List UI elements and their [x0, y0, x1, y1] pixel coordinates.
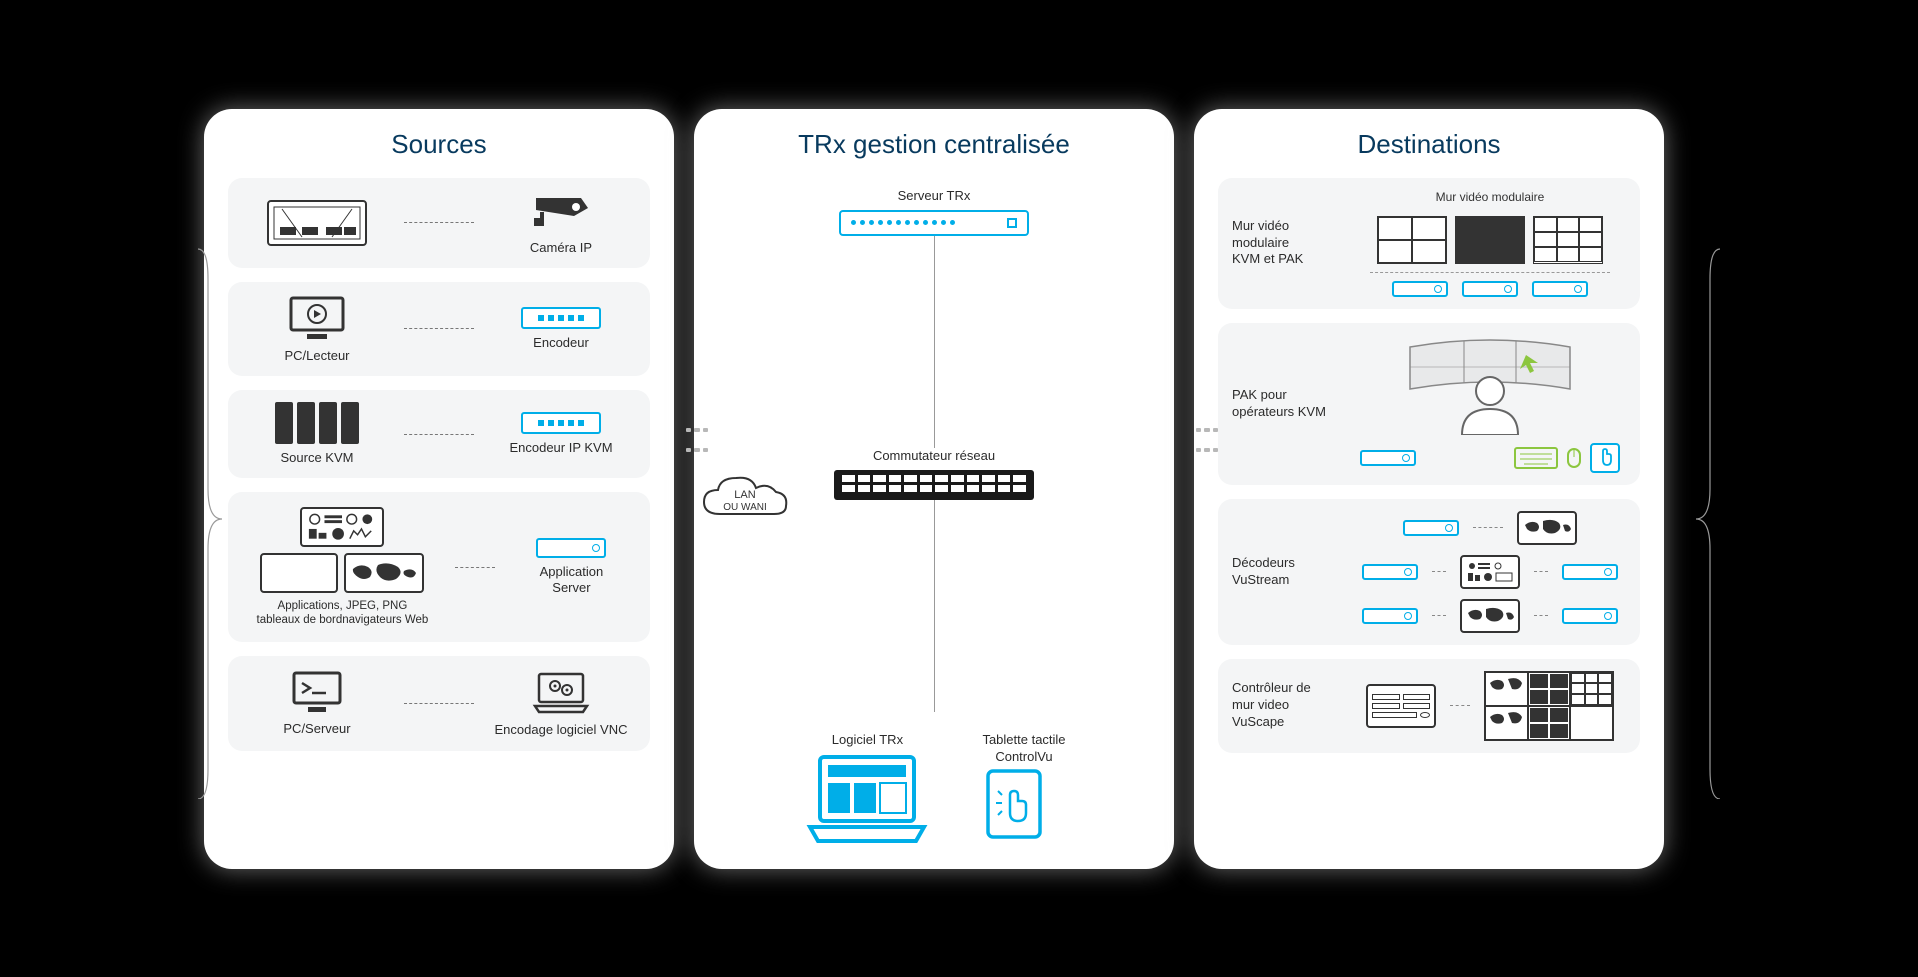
vnc-laptop-icon [529, 668, 593, 716]
camera-label: Caméra IP [530, 240, 592, 256]
dest-title: Destinations [1218, 129, 1640, 160]
pc-player-icon [285, 294, 349, 342]
videowall-large-icon [1484, 671, 1614, 741]
dashboard-mini-icon [1460, 555, 1520, 589]
connector-dashes [686, 449, 708, 451]
pak-label: PAK pour opérateurs KVM [1232, 387, 1342, 421]
app-server-label: Application Server [540, 564, 604, 597]
app-icons-grid [260, 553, 338, 593]
connector-dashes [1196, 429, 1218, 431]
kvm-servers-icon [275, 402, 359, 444]
decoder-unit-icon [1362, 608, 1418, 624]
dash-connector [404, 703, 474, 704]
dashboard-icon [300, 507, 384, 547]
app-server-icon [536, 538, 606, 558]
videowall-label: Mur vidéo modulaire KVM et PAK [1232, 218, 1342, 269]
trx-architecture-diagram: Sources Caméra IP [204, 109, 1714, 869]
source-row-camera: Caméra IP [228, 178, 650, 268]
dash-connector [455, 567, 495, 568]
decoder-unit-icon [1360, 450, 1416, 466]
sources-title: Sources [228, 129, 650, 160]
wall-grid-icon [1455, 216, 1525, 264]
encoder-icon [521, 307, 601, 329]
decoder-unit-icon [1562, 608, 1618, 624]
decoder-unit-icon [1392, 281, 1448, 297]
decoder-unit-icon [1562, 564, 1618, 580]
pc-server-label: PC/Serveur [283, 721, 350, 737]
touch-icon [1590, 443, 1620, 473]
ip-camera-icon [526, 190, 596, 234]
pc-label: PC/Lecteur [284, 348, 349, 364]
tablet-touch-icon [982, 765, 1046, 843]
vuscape-label: Contrôleur de mur video VuScape [1232, 680, 1342, 731]
kvm-label: Source KVM [281, 450, 354, 466]
apps-label: Applications, JPEG, PNG tableaux de bord… [257, 599, 429, 628]
mouse-icon [1566, 447, 1582, 469]
dest-row-videowall: Mur vidéo modulaire KVM et PAK Mur vidéo… [1218, 178, 1640, 309]
vertical-connector [934, 500, 935, 712]
dest-row-pak: PAK pour opérateurs KVM [1218, 323, 1640, 485]
decoder-unit-icon [1462, 281, 1518, 297]
source-row-vnc: PC/Serveur Encodage logiciel VNC [228, 656, 650, 750]
server-label: Serveur TRx [839, 188, 1029, 204]
software-label: Logiciel TRx [802, 732, 932, 748]
destinations-panel: Destinations Mur vidéo modulaire KVM et … [1194, 109, 1664, 869]
world-map-icon [344, 553, 424, 593]
wall-grid-icon [1377, 216, 1447, 264]
source-row-kvm: Source KVM Encodeur IP KVM [228, 390, 650, 478]
vertical-connector [934, 236, 935, 448]
cloud-icon: LAN OU WANI [698, 468, 793, 528]
kvm-encoder-icon [521, 412, 601, 434]
dest-row-vuscape: Contrôleur de mur video VuScape [1218, 659, 1640, 753]
kvm-encoder-label: Encodeur IP KVM [509, 440, 612, 456]
center-title: TRx gestion centralisée [718, 129, 1150, 160]
wall-grid-icon [1533, 216, 1603, 264]
terminal-icon [288, 669, 346, 715]
cloud-text-1: LAN [734, 489, 755, 501]
dash-connector [404, 328, 474, 329]
dest-row-decoders: Décodeurs VuStream [1218, 499, 1640, 645]
connector-dashes [686, 429, 708, 431]
operator-workstation-icon [1370, 335, 1610, 435]
source-row-apps: Applications, JPEG, PNG tableaux de bord… [228, 492, 650, 642]
encoder-label: Encodeur [533, 335, 589, 351]
decoder-unit-icon [1403, 520, 1459, 536]
keyboard-icon [1514, 447, 1558, 469]
decoder-unit-icon [1362, 564, 1418, 580]
vnc-label: Encodage logiciel VNC [495, 722, 628, 738]
right-bracket [1694, 239, 1724, 799]
sources-panel: Sources Caméra IP [204, 109, 674, 869]
tablet-label-2: ControlVu [982, 749, 1065, 765]
laptop-icon [802, 749, 932, 849]
center-panel: TRx gestion centralisée LAN OU WANI Serv… [694, 109, 1174, 869]
network-switch-icon [834, 470, 1034, 500]
cloud-text-2: OU WANI [723, 502, 767, 513]
dash-connector [404, 222, 474, 223]
vuscape-controller-icon [1366, 684, 1436, 728]
wall-header: Mur vidéo modulaire [1436, 190, 1545, 204]
world-map-icon [1460, 599, 1520, 633]
video-feed-icon [267, 200, 367, 246]
trx-server-icon [839, 210, 1029, 236]
source-row-pc: PC/Lecteur Encodeur [228, 282, 650, 376]
connector-dashes [1196, 449, 1218, 451]
decoder-unit-icon [1532, 281, 1588, 297]
decoders-label: Décodeurs VuStream [1232, 555, 1342, 589]
world-map-icon [1517, 511, 1577, 545]
switch-label: Commutateur réseau [834, 448, 1034, 464]
dash-connector [404, 434, 474, 435]
tablet-label-1: Tablette tactile [982, 732, 1065, 748]
